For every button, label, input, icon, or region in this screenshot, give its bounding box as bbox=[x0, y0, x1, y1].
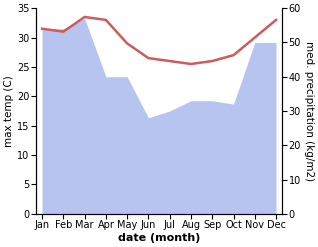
Y-axis label: med. precipitation (kg/m2): med. precipitation (kg/m2) bbox=[304, 41, 314, 181]
X-axis label: date (month): date (month) bbox=[118, 233, 200, 243]
Y-axis label: max temp (C): max temp (C) bbox=[4, 75, 14, 147]
